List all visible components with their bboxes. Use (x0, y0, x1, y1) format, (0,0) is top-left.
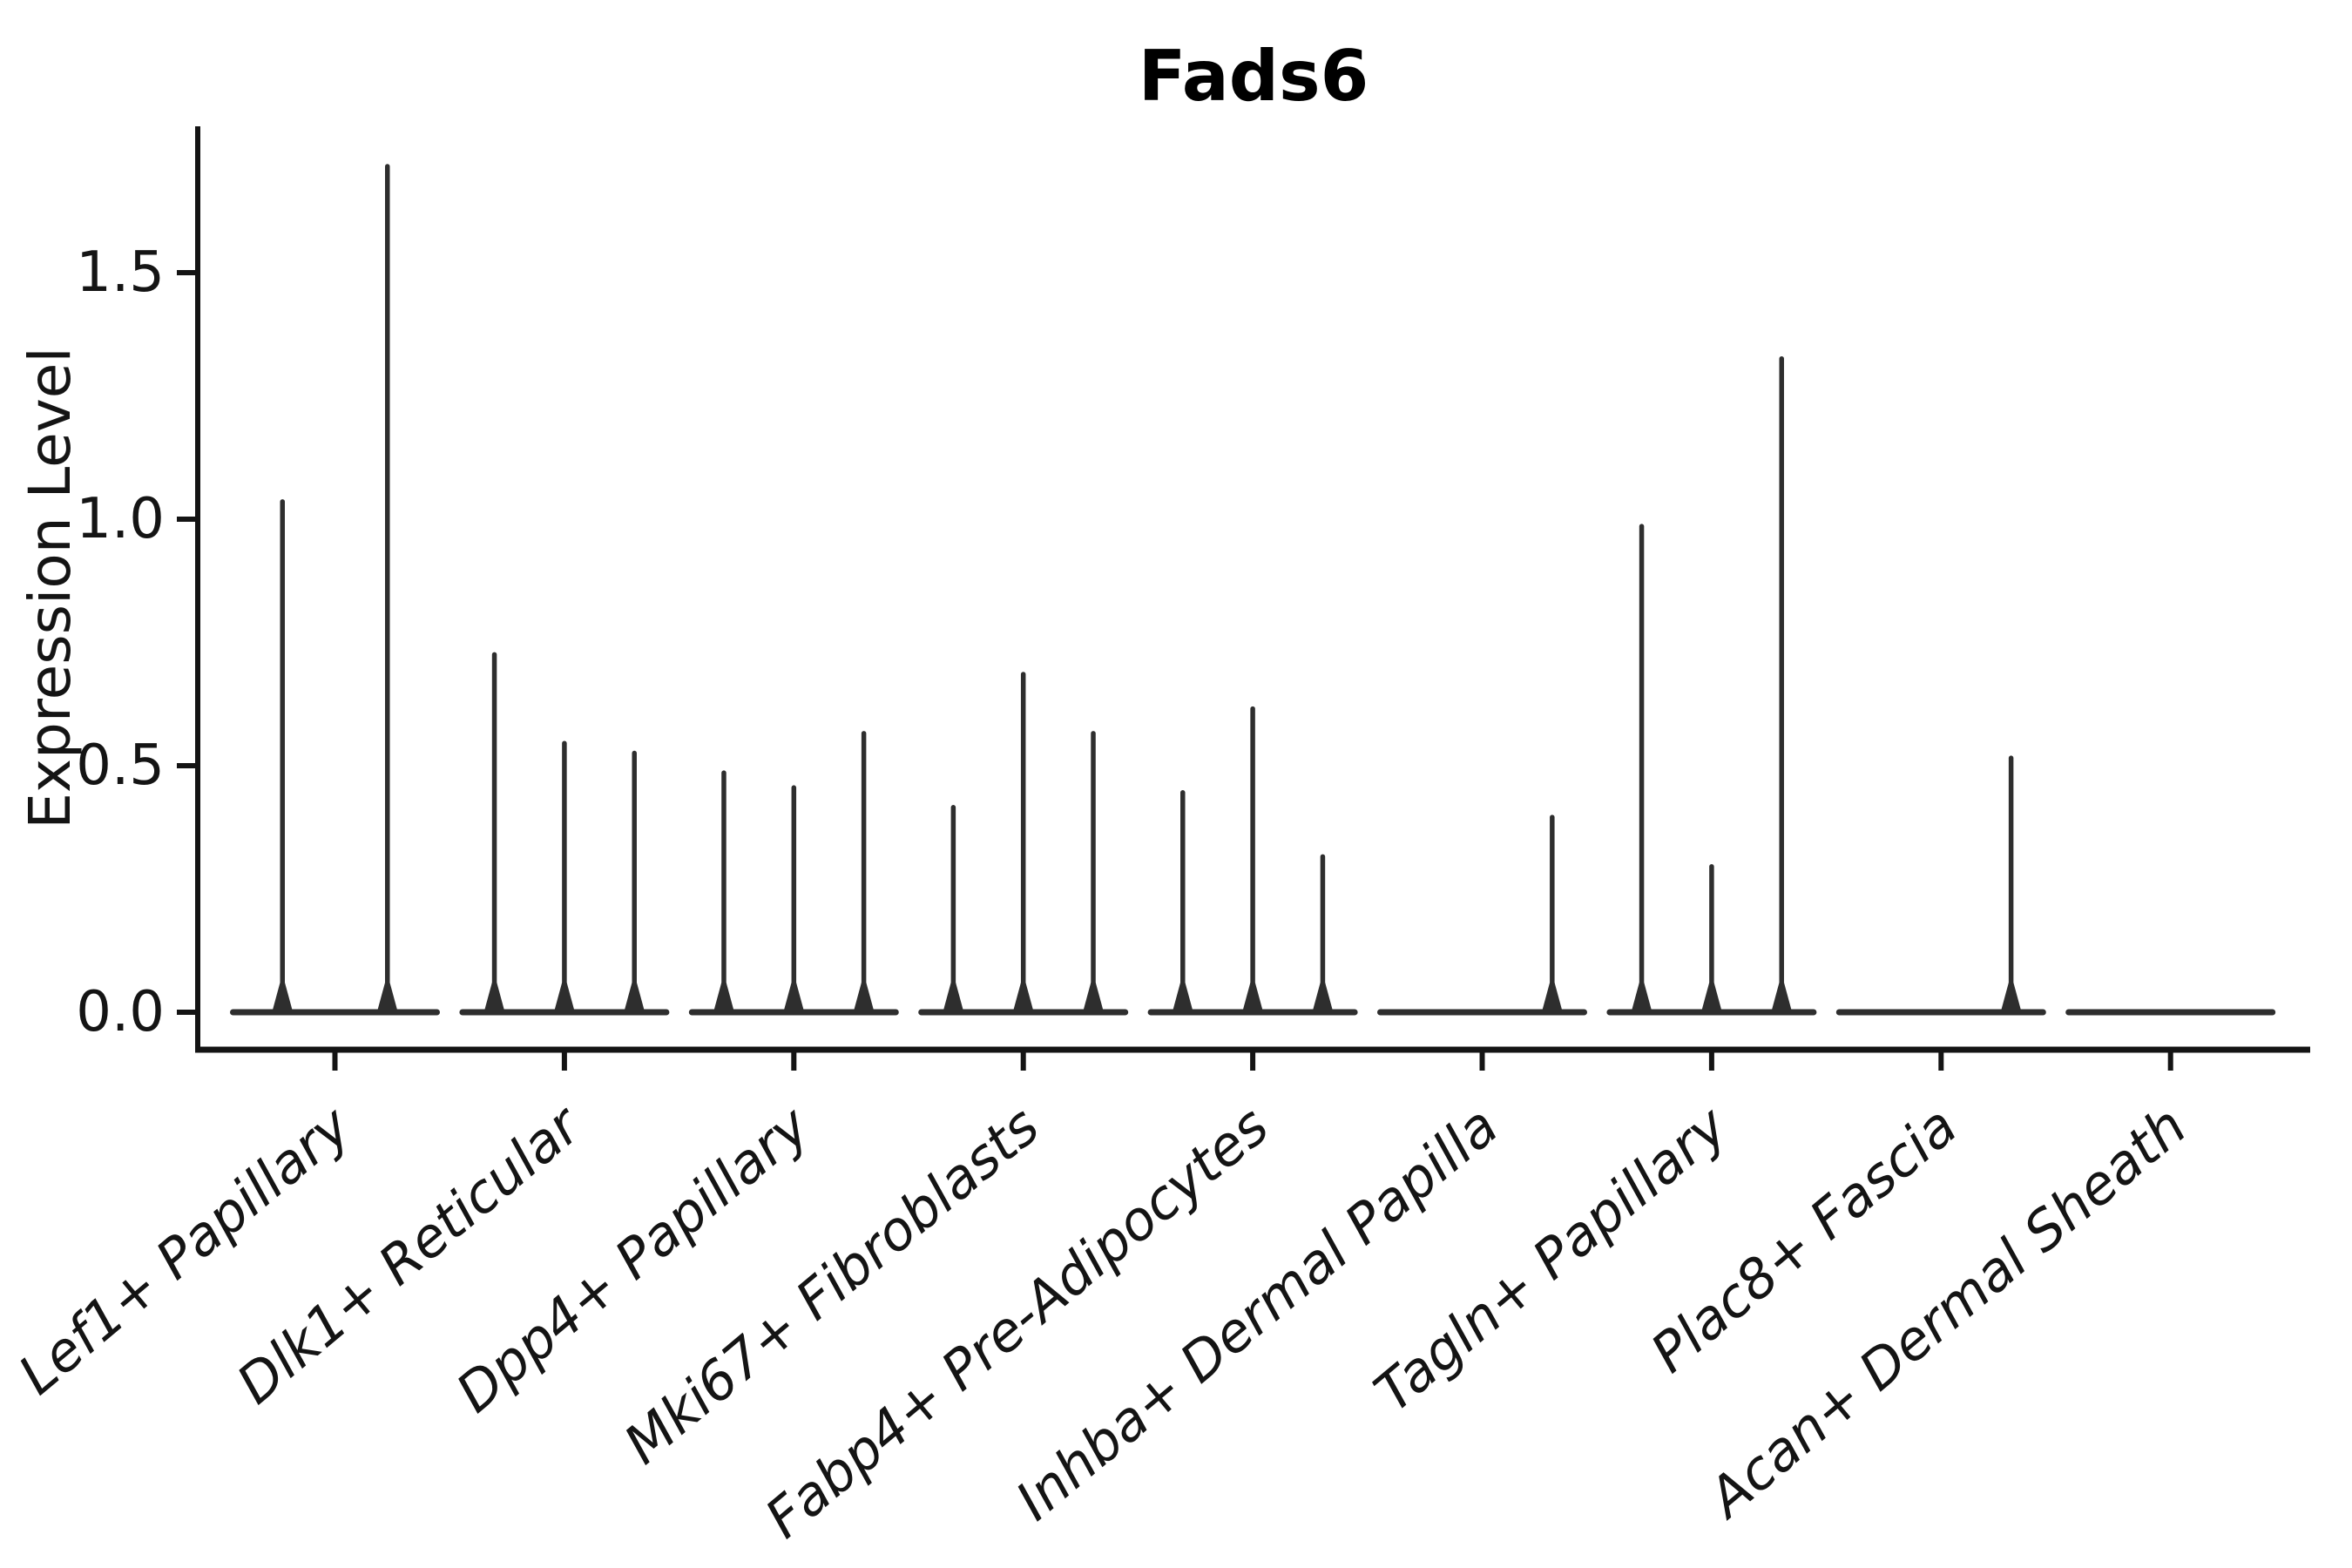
y-tick-label: 1.5 (76, 240, 165, 305)
y-tick-label: 1.0 (76, 487, 165, 551)
violin-baseline (230, 1009, 440, 1016)
violin-group (918, 672, 1129, 1016)
y-tick-label: 0.0 (76, 980, 165, 1044)
violin-group (2065, 1009, 2276, 1016)
violin-group (688, 731, 899, 1016)
y-tick-label: 0.5 (76, 733, 165, 798)
violin-group (1835, 755, 2046, 1016)
violin-group (1606, 355, 1817, 1016)
violin-group (1147, 706, 1358, 1016)
chart-title: Fads6 (1139, 36, 1369, 117)
violin-group (459, 652, 670, 1016)
violin-baseline (1377, 1009, 1587, 1016)
violin-group (1377, 814, 1587, 1016)
y-axis-title: Expression Level (17, 347, 84, 828)
violin-group (230, 164, 440, 1016)
violin-baseline (2065, 1009, 2276, 1016)
violin-baseline (1835, 1009, 2046, 1016)
